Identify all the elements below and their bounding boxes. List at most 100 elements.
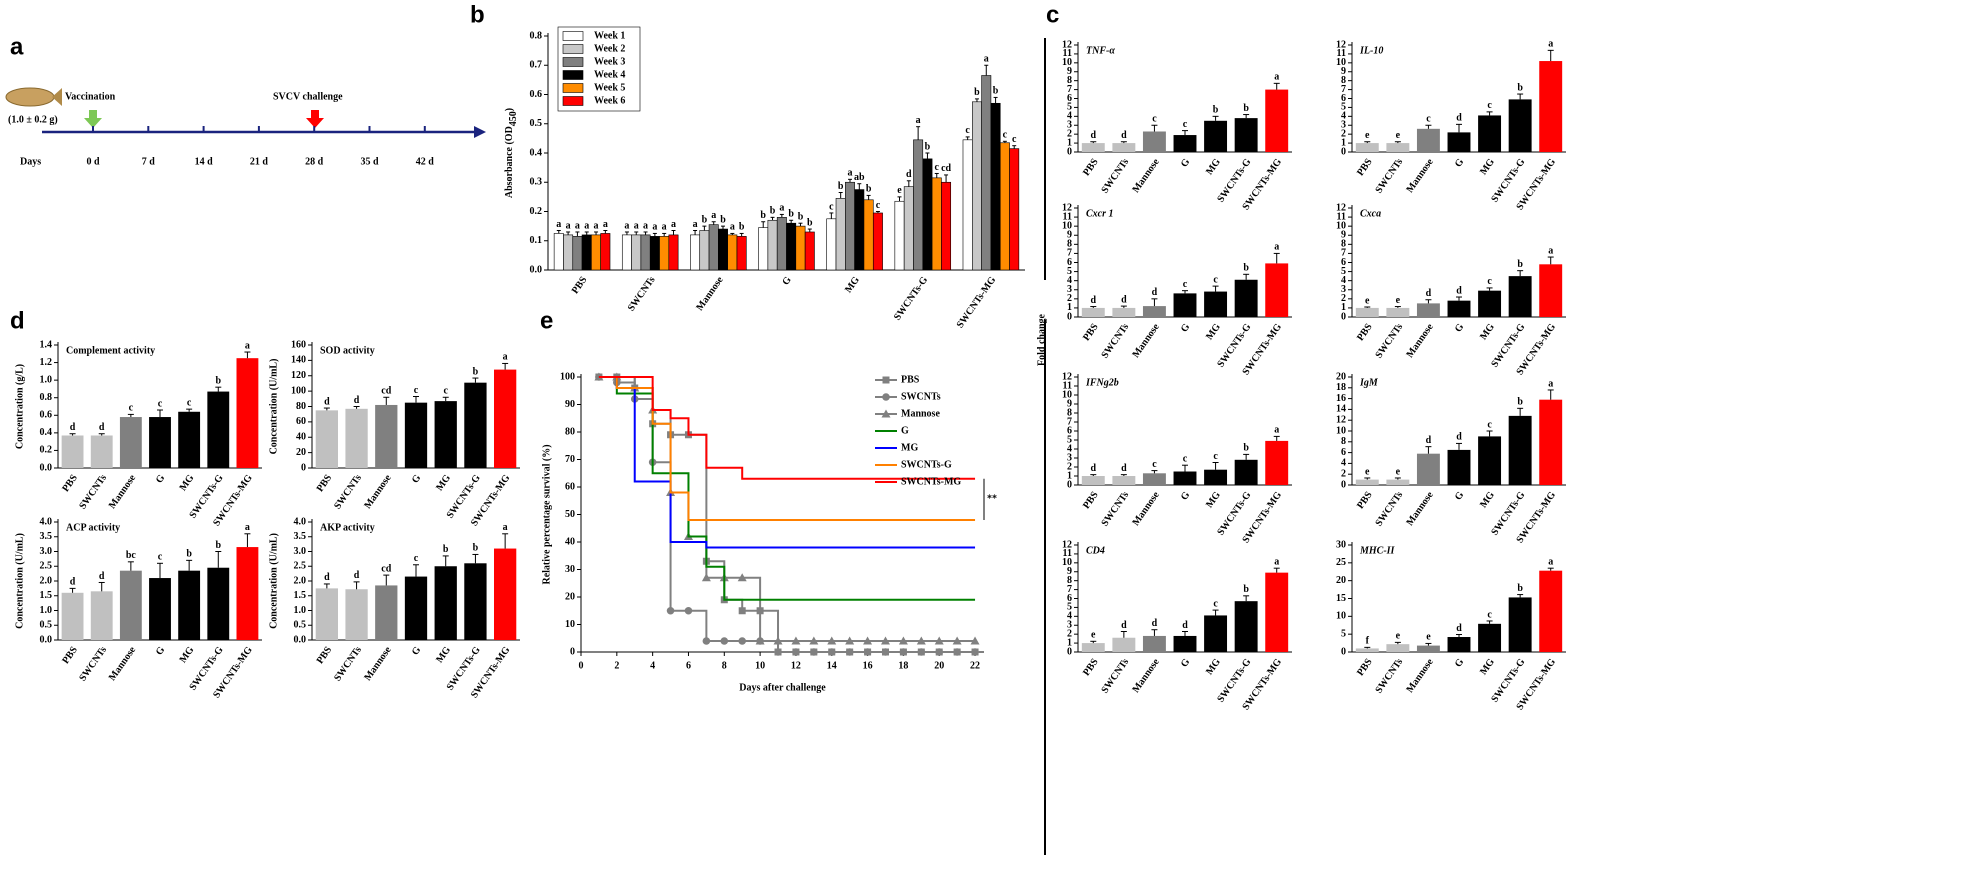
significance-letter: c — [1183, 119, 1188, 130]
y-tick-label: 1.0 — [40, 374, 53, 385]
y-tick-label: 0.0 — [530, 264, 543, 275]
y-tick-label: 15 — [1336, 593, 1346, 604]
y-tick-label: 4.0 — [294, 516, 307, 527]
x-tick-label: 14 — [827, 660, 837, 671]
legend-marker — [882, 393, 890, 401]
significance-letter: b — [473, 543, 479, 554]
bar — [1478, 290, 1502, 317]
marker — [953, 648, 961, 656]
significance-letter: c — [876, 200, 881, 211]
x-tick-label: 12 — [791, 660, 801, 671]
x-tick-label: 4 — [650, 660, 655, 671]
bar — [1142, 306, 1166, 317]
chart-title: IgM — [1359, 377, 1379, 388]
y-tick-label: 30 — [565, 564, 575, 575]
significance-letter: a — [1548, 378, 1553, 389]
marker — [791, 636, 801, 645]
significance-letter: d — [1091, 295, 1097, 306]
significance-letter: d — [1456, 285, 1462, 296]
y-tick-label: 5 — [1341, 102, 1346, 113]
bar — [1355, 143, 1379, 152]
y-tick-label: 7 — [1067, 584, 1072, 595]
y-tick-label: 10 — [1062, 389, 1072, 400]
y-tick-label: 1 — [1067, 302, 1072, 313]
bar — [1539, 570, 1563, 652]
bar — [795, 225, 806, 271]
timeline: Vaccination (1.0 ± 0.2 g) SVCV challenge… — [5, 87, 486, 167]
bar — [315, 410, 338, 468]
bar — [1234, 459, 1258, 485]
y-axis-title: Absorbance (OD450) — [504, 108, 519, 198]
significance-letter: d — [1121, 463, 1127, 474]
timeline-ticks: 0 d 7 d 14 d 21 d 28 d 35 d 42 d — [86, 126, 434, 167]
significance-letter: d — [1456, 432, 1462, 443]
significance-letter: a — [671, 219, 676, 230]
y-tick-label: 2 — [1067, 628, 1072, 639]
significance-letter: d — [324, 396, 330, 407]
bar — [621, 234, 632, 271]
legend-swatch — [562, 96, 584, 106]
bar — [1081, 307, 1105, 317]
significance-letter: d — [906, 169, 912, 180]
bar — [572, 236, 583, 271]
y-tick-label: 6 — [1341, 447, 1346, 458]
y-tick-label: 5 — [1067, 102, 1072, 113]
y-tick-label: 9 — [1341, 230, 1346, 241]
bar — [600, 233, 611, 271]
significance-letter: c — [1183, 279, 1188, 290]
bar — [1204, 615, 1228, 652]
x-tick-label: 6 — [686, 660, 691, 671]
fish-tail — [52, 88, 62, 106]
y-tick-label: 1.5 — [294, 590, 307, 601]
y-tick-label: 7 — [1341, 84, 1346, 95]
significance-letter: b — [1517, 259, 1523, 270]
y-axis-title: Concentration (U/mL) — [14, 533, 25, 629]
significance-letter: a — [984, 54, 989, 65]
y-tick-label: 50 — [565, 509, 575, 520]
significance-letter: b — [788, 209, 794, 220]
fish — [5, 87, 55, 107]
bar — [649, 236, 660, 271]
panel-label: a — [10, 33, 24, 60]
y-tick-label: 10 — [1062, 220, 1072, 231]
significance-letter: e — [1396, 466, 1401, 477]
y-tick-label: 6 — [1341, 257, 1346, 268]
significance-letter: e — [1091, 630, 1096, 641]
bar — [581, 234, 592, 271]
significance-letter: c — [158, 552, 163, 563]
y-tick-label: 5 — [1067, 434, 1072, 445]
y-tick-label: 10 — [1062, 557, 1072, 568]
significance-letter: b — [702, 214, 708, 225]
y-tick-label: 3 — [1067, 452, 1072, 463]
y-tick-label: 11 — [1337, 48, 1346, 59]
bar — [345, 589, 368, 640]
y-tick-label: 2.0 — [40, 575, 53, 586]
y-tick-label: 1 — [1067, 637, 1072, 648]
y-tick-label: 8 — [1341, 75, 1346, 86]
y-tick-label: 9 — [1067, 230, 1072, 241]
legend-label: SWCNTs-MG — [901, 476, 961, 487]
timeline-tick-label: 35 d — [360, 156, 379, 167]
y-tick-label: 10 — [1336, 220, 1346, 231]
marker — [845, 648, 854, 656]
significance-letter: a — [662, 222, 667, 233]
significance-letter: b — [739, 222, 745, 233]
y-axis-title-part: 450 — [508, 111, 519, 126]
plots: 0.0 0.1 0.2 0.3 0.4 0.5 0.6 0.7 0.8 PBS SWCNTs Mann… — [14, 26, 1566, 712]
y-tick-label: 1.2 — [40, 357, 53, 368]
panel-label: c — [1046, 1, 1059, 28]
marker — [774, 648, 782, 656]
significance-letter: d — [70, 422, 76, 433]
significance-letter: d — [1152, 287, 1158, 298]
legend-label: PBS — [901, 374, 920, 385]
significance-letter: a — [1274, 425, 1279, 436]
bar — [1447, 637, 1471, 652]
significance-letter: a — [1548, 245, 1553, 256]
significance-letter: c — [1213, 274, 1218, 285]
bar — [690, 234, 701, 271]
y-tick-label: 9 — [1067, 66, 1072, 77]
legend-marker — [881, 409, 891, 418]
significance-letter: c — [1487, 276, 1492, 287]
y-tick-label: 7 — [1067, 84, 1072, 95]
